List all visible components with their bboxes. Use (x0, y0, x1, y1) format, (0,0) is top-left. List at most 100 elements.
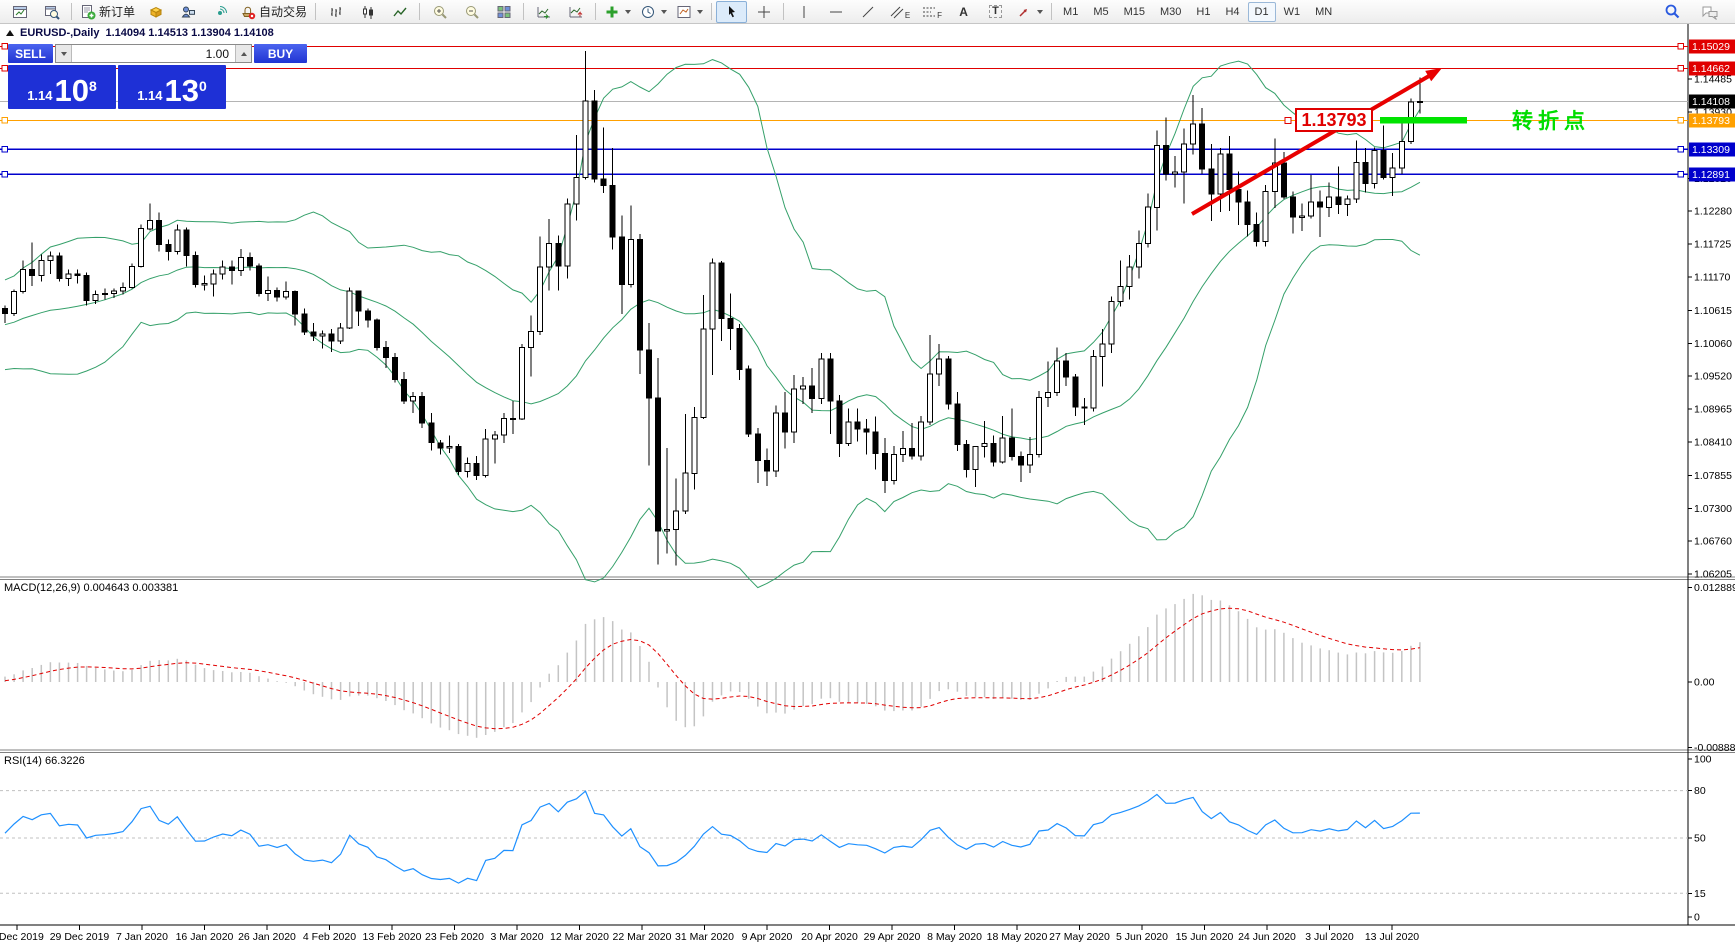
new-chart-button[interactable] (4, 1, 35, 23)
line-chart-mode-button[interactable] (384, 1, 415, 23)
svg-text:18 May 2020: 18 May 2020 (987, 931, 1048, 942)
text-tool-button[interactable]: A (948, 1, 979, 23)
timeframe-h4-button[interactable]: H4 (1225, 5, 1240, 18)
price-axis[interactable]: 1.144851.139301.128201.122801.117251.111… (1688, 39, 1735, 924)
arrows-tool-button[interactable] (1012, 1, 1047, 23)
time-axis[interactable]: 9 Dec 2019 29 Dec 2019 7 Jan 2020 16 Jan 20… (0, 925, 1419, 943)
triangle-down-icon (60, 51, 67, 56)
buy-price-pips: 13 (164, 73, 199, 108)
toolbar-separator (523, 3, 525, 20)
equidistant-channel-tool-button[interactable]: E (884, 1, 915, 23)
svg-text:5 Jun 2020: 5 Jun 2020 (1116, 931, 1168, 942)
chat-button[interactable] (1694, 1, 1725, 23)
svg-text:9 Dec 2019: 9 Dec 2019 (0, 931, 44, 942)
svg-text:1.13793: 1.13793 (1692, 115, 1730, 127)
svg-text:0: 0 (1694, 912, 1700, 924)
rsi-indicator (0, 790, 1688, 894)
svg-text:1.14662: 1.14662 (1692, 63, 1730, 75)
crosshair-tool-button[interactable] (748, 1, 779, 23)
sell-price-display[interactable]: 1.14 10 8 (8, 65, 116, 109)
bar-chart-mode-button[interactable] (320, 1, 351, 23)
chart-ohlc-values: 1.14094 1.14513 1.13904 1.14108 (105, 27, 274, 39)
buy-price-point: 0 (199, 78, 207, 94)
new-order-label: 新订单 (99, 5, 136, 19)
svg-text:23 Feb 2020: 23 Feb 2020 (425, 931, 484, 942)
sell-button[interactable]: SELL (8, 44, 53, 63)
svg-text:1.12280: 1.12280 (1694, 205, 1732, 217)
signals-button[interactable] (204, 1, 235, 23)
timeframe-d1-button[interactable]: D1 (1247, 1, 1276, 22)
volume-decrease-button[interactable] (56, 45, 72, 62)
svg-text:27 May 2020: 27 May 2020 (1049, 931, 1110, 942)
fibonacci-tool-button[interactable]: F (916, 1, 947, 23)
svg-text:-0.008882: -0.008882 (1694, 742, 1735, 754)
toolbar-separator (783, 3, 785, 20)
sell-price-main: 1.14 (27, 88, 53, 103)
buy-price-display[interactable]: 1.14 13 0 (118, 65, 226, 109)
main-toolbar: 新订单 自动交易 (0, 0, 1735, 24)
horizontal-level-lines[interactable] (0, 43, 1688, 178)
indicators-button[interactable] (600, 1, 635, 23)
candlestick-mode-button[interactable] (352, 1, 383, 23)
svg-text:1.10615: 1.10615 (1694, 305, 1732, 317)
chart-header: EURUSD-,Daily 1.14094 1.14513 1.13904 1.… (6, 27, 274, 39)
timeframe-m30-button[interactable]: M30 (1160, 5, 1182, 18)
svg-text:15: 15 (1694, 888, 1706, 900)
timeframe-m15-button[interactable]: M15 (1123, 5, 1145, 18)
svg-text:16 Jan 2020: 16 Jan 2020 (176, 931, 234, 942)
vertical-line-tool-button[interactable] (788, 1, 819, 23)
zoom-in-button[interactable] (424, 1, 455, 23)
buy-button[interactable]: BUY (254, 44, 307, 63)
svg-text:13 Feb 2020: 13 Feb 2020 (363, 931, 422, 942)
svg-text:1.09520: 1.09520 (1694, 370, 1732, 382)
annotations[interactable]: 1.13793 转折点 (1190, 68, 1590, 216)
search-button[interactable] (1657, 1, 1688, 23)
profiles-button[interactable] (36, 1, 67, 23)
volume-increase-button[interactable] (235, 45, 251, 62)
collapse-one-click-icon[interactable] (6, 30, 14, 36)
svg-text:4 Feb 2020: 4 Feb 2020 (303, 931, 356, 942)
toolbar-separator (711, 3, 713, 20)
svg-text:24 Jun 2020: 24 Jun 2020 (1238, 931, 1296, 942)
new-order-button[interactable]: 新订单 (76, 1, 139, 23)
svg-text:8 May 2020: 8 May 2020 (927, 931, 982, 942)
toolbar-separator (419, 3, 421, 20)
trendline-tool-button[interactable] (852, 1, 883, 23)
cursor-tool-button[interactable] (716, 0, 748, 23)
timeframe-m1-button[interactable]: M1 (1063, 5, 1079, 18)
tile-windows-button[interactable] (488, 1, 519, 23)
svg-text:29 Dec 2019: 29 Dec 2019 (50, 931, 110, 942)
timeframe-m5-button[interactable]: M5 (1093, 5, 1109, 18)
svg-text:9 Apr 2020: 9 Apr 2020 (742, 931, 793, 942)
svg-text:1.11725: 1.11725 (1694, 239, 1731, 251)
toolbar-separator (1051, 3, 1053, 20)
volume-input[interactable] (72, 45, 235, 62)
svg-text:13 Jul 2020: 13 Jul 2020 (1365, 931, 1419, 942)
svg-text:20 Apr 2020: 20 Apr 2020 (801, 931, 858, 942)
expert-advisors-button[interactable] (172, 1, 203, 23)
text-label-tool-button[interactable]: T (980, 1, 1011, 23)
chart-window[interactable]: EURUSD-,Daily 1.14094 1.14513 1.13904 1.… (0, 24, 1735, 943)
svg-text:3 Jul 2020: 3 Jul 2020 (1305, 931, 1354, 942)
autotrading-button[interactable]: 自动交易 (236, 1, 311, 23)
dropdown-caret-icon (697, 9, 704, 14)
timeframe-w1-button[interactable]: W1 (1283, 5, 1301, 18)
fibo-glyph: F (937, 11, 942, 20)
price-chart-canvas[interactable]: 1.13793转折点1.144851.139301.128201.122801.… (0, 24, 1735, 943)
timeframe-mn-button[interactable]: MN (1315, 5, 1333, 18)
timeframe-h1-button[interactable]: H1 (1196, 5, 1211, 18)
history-center-button[interactable] (140, 1, 171, 23)
toolbar-separator (71, 3, 72, 20)
svg-text:1.08410: 1.08410 (1694, 437, 1732, 449)
horizontal-line-tool-button[interactable] (820, 1, 851, 23)
periods-button[interactable] (636, 1, 671, 23)
volume-spinner[interactable] (55, 44, 252, 63)
chart-shift-button[interactable] (560, 1, 591, 23)
zoom-out-button[interactable] (456, 1, 487, 23)
dropdown-caret-icon (1037, 9, 1044, 14)
auto-scroll-button[interactable] (528, 1, 559, 23)
svg-text:1.06760: 1.06760 (1694, 535, 1732, 547)
svg-text:1.13309: 1.13309 (1692, 144, 1730, 156)
templates-button[interactable] (672, 1, 707, 23)
channel-glyph: E (904, 11, 911, 20)
